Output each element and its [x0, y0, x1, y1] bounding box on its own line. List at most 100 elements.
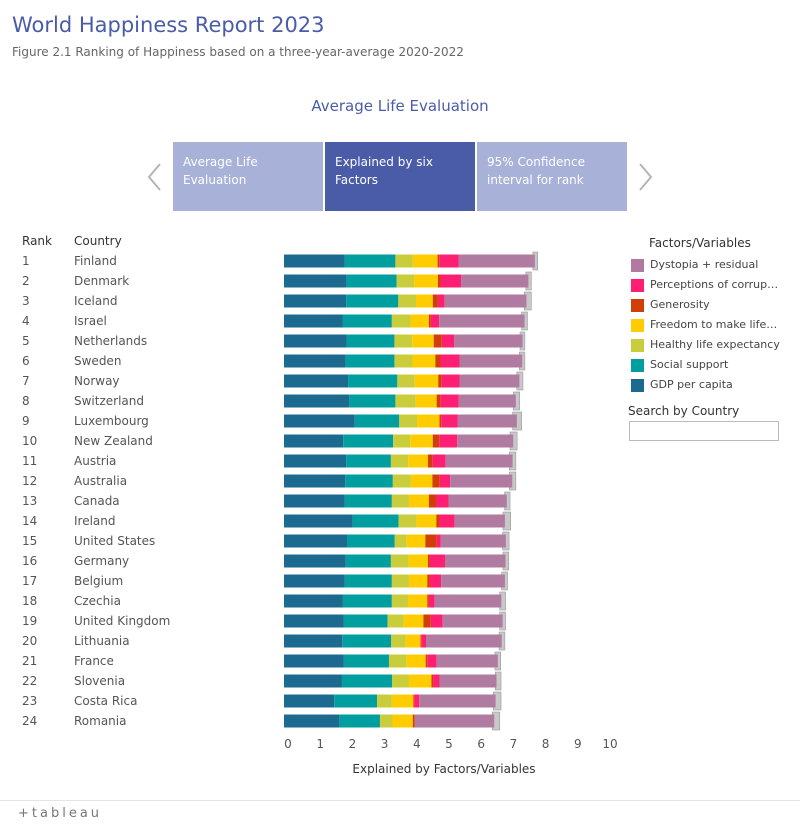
bar-segment[interactable]: [334, 694, 378, 708]
bar-segment[interactable]: [377, 694, 392, 708]
legend-item[interactable]: Freedom to make life choices: [631, 318, 791, 332]
bar-segment[interactable]: [436, 394, 441, 408]
bar-segment[interactable]: [391, 634, 406, 648]
bar-segment[interactable]: [354, 414, 400, 428]
bar-segment[interactable]: [284, 714, 340, 728]
bar-segment[interactable]: [448, 494, 507, 508]
bar-segment[interactable]: [397, 374, 415, 388]
bar-segment[interactable]: [430, 314, 440, 328]
bar-segment[interactable]: [408, 574, 428, 588]
tableau-logo[interactable]: +tableau: [18, 806, 103, 821]
legend-item[interactable]: GDP per capita: [631, 378, 791, 392]
bar-segment[interactable]: [284, 414, 355, 428]
bar-segment[interactable]: [442, 614, 503, 628]
bar-segment[interactable]: [414, 374, 439, 388]
legend-item[interactable]: Perceptions of corruption: [631, 278, 791, 292]
bar-segment[interactable]: [428, 494, 436, 508]
bar-segment[interactable]: [284, 514, 353, 528]
bar-segment[interactable]: [407, 594, 428, 608]
bar-segment[interactable]: [284, 354, 346, 368]
bar-segment[interactable]: [408, 554, 428, 568]
bar-segment[interactable]: [388, 654, 407, 668]
bar-segment[interactable]: [408, 674, 432, 688]
bar-segment[interactable]: [346, 334, 395, 348]
tab-explained-by-six-factors[interactable]: Explained by six Factors: [325, 142, 475, 211]
tab-average-life-evaluation[interactable]: Average Life Evaluation: [173, 142, 323, 211]
bar-segment[interactable]: [433, 334, 442, 348]
bar-segment[interactable]: [406, 654, 426, 668]
bar-segment[interactable]: [408, 454, 428, 468]
bar-segment[interactable]: [429, 574, 442, 588]
bar-segment[interactable]: [284, 474, 346, 488]
bar-segment[interactable]: [391, 574, 409, 588]
bar-segment[interactable]: [391, 494, 409, 508]
bar-segment[interactable]: [284, 634, 343, 648]
bar-segment[interactable]: [445, 554, 506, 568]
bar-segment[interactable]: [416, 414, 440, 428]
bar-segment[interactable]: [284, 314, 343, 328]
bar-segment[interactable]: [413, 694, 415, 708]
bar-segment[interactable]: [458, 394, 516, 408]
bar-segment[interactable]: [284, 434, 344, 448]
bar-segment[interactable]: [428, 594, 435, 608]
bar-segment[interactable]: [427, 554, 430, 568]
bar-segment[interactable]: [441, 574, 505, 588]
legend-item[interactable]: Healthy life expectancy: [631, 338, 791, 352]
bar-segment[interactable]: [406, 534, 426, 548]
bar-segment[interactable]: [392, 474, 411, 488]
bar-segment[interactable]: [391, 594, 408, 608]
bar-segment[interactable]: [454, 514, 505, 528]
bar-segment[interactable]: [347, 534, 395, 548]
bar-segment[interactable]: [457, 434, 514, 448]
bar-segment[interactable]: [428, 314, 431, 328]
bar-segment[interactable]: [427, 594, 429, 608]
bar-segment[interactable]: [439, 474, 451, 488]
bar-segment[interactable]: [342, 314, 392, 328]
bar-segment[interactable]: [439, 254, 459, 268]
bar-segment[interactable]: [284, 654, 344, 668]
bar-segment[interactable]: [284, 334, 347, 348]
bar-segment[interactable]: [395, 254, 413, 268]
bar-segment[interactable]: [343, 614, 388, 628]
bar-segment[interactable]: [431, 674, 434, 688]
bar-segment[interactable]: [342, 634, 392, 648]
bar-segment[interactable]: [432, 454, 446, 468]
bar-segment[interactable]: [412, 354, 436, 368]
bar-segment[interactable]: [412, 334, 434, 348]
bar-segment[interactable]: [392, 714, 413, 728]
bar-segment[interactable]: [345, 474, 393, 488]
bar-segment[interactable]: [432, 434, 440, 448]
bar-segment[interactable]: [403, 614, 424, 628]
bar-segment[interactable]: [427, 654, 437, 668]
bar-segment[interactable]: [398, 294, 417, 308]
bar-segment[interactable]: [345, 354, 395, 368]
bar-segment[interactable]: [416, 514, 437, 528]
bar-segment[interactable]: [436, 534, 441, 548]
bar-segment[interactable]: [391, 694, 414, 708]
bar-segment[interactable]: [284, 614, 344, 628]
bar-segment[interactable]: [414, 694, 420, 708]
bar-segment[interactable]: [427, 574, 430, 588]
bar-segment[interactable]: [445, 454, 513, 468]
bar-segment[interactable]: [421, 634, 427, 648]
bar-segment[interactable]: [284, 534, 348, 548]
bar-segment[interactable]: [420, 634, 422, 648]
bar-segment[interactable]: [352, 514, 399, 528]
bar-segment[interactable]: [439, 414, 442, 428]
bar-segment[interactable]: [461, 274, 529, 288]
search-country-input[interactable]: [629, 421, 779, 441]
bar-segment[interactable]: [435, 494, 449, 508]
bar-segment[interactable]: [387, 614, 404, 628]
bar-segment[interactable]: [284, 574, 345, 588]
bar-segment[interactable]: [284, 594, 343, 608]
bar-segment[interactable]: [436, 514, 440, 528]
bar-segment[interactable]: [412, 254, 438, 268]
bar-segment[interactable]: [425, 654, 428, 668]
bar-segment[interactable]: [390, 454, 409, 468]
bar-segment[interactable]: [426, 634, 502, 648]
bar-segment[interactable]: [408, 494, 429, 508]
legend-item[interactable]: Social support: [631, 358, 791, 372]
bar-segment[interactable]: [437, 294, 445, 308]
bar-segment[interactable]: [444, 294, 527, 308]
bar-segment[interactable]: [439, 674, 497, 688]
